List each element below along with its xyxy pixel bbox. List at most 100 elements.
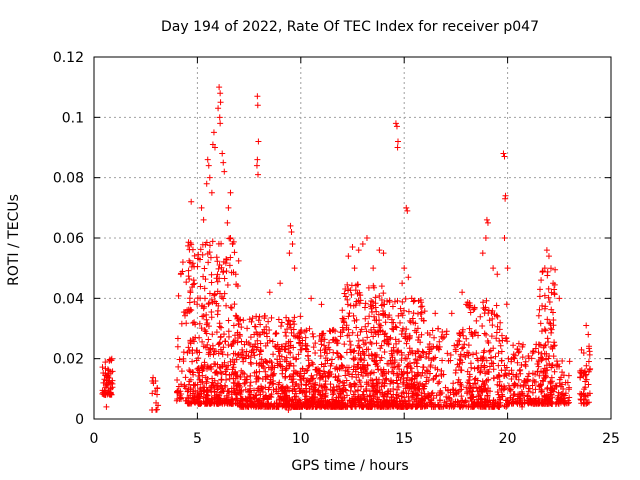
data-point — [186, 257, 193, 264]
data-point — [541, 305, 548, 312]
data-point — [395, 312, 402, 319]
data-point — [211, 144, 218, 151]
data-point — [471, 365, 478, 372]
data-point — [482, 370, 489, 377]
data-point — [215, 350, 222, 357]
data-point — [363, 328, 370, 335]
data-point — [363, 346, 370, 353]
data-point — [339, 363, 346, 370]
data-point — [232, 368, 239, 375]
data-point — [204, 250, 211, 257]
data-point — [334, 350, 341, 357]
data-point — [357, 365, 364, 372]
data-point — [191, 338, 198, 345]
data-point — [404, 374, 411, 381]
data-point — [175, 389, 182, 396]
data-point — [444, 350, 451, 357]
data-point — [461, 399, 468, 406]
data-point — [415, 348, 422, 355]
data-point — [476, 384, 483, 391]
data-point — [207, 254, 214, 261]
data-point — [348, 291, 355, 298]
data-point — [189, 346, 196, 353]
data-point — [197, 379, 204, 386]
data-point — [253, 313, 260, 320]
data-point — [388, 350, 395, 357]
data-point — [343, 349, 350, 356]
data-point — [493, 403, 500, 410]
data-point — [232, 312, 239, 319]
data-point — [540, 368, 547, 375]
data-point — [275, 316, 282, 323]
data-point — [518, 361, 525, 368]
data-point — [213, 369, 220, 376]
data-point — [371, 284, 378, 291]
data-point — [201, 387, 208, 394]
data-point — [217, 334, 224, 341]
data-point — [208, 314, 215, 321]
data-point — [465, 342, 472, 349]
data-point — [251, 352, 258, 359]
data-point — [365, 284, 372, 291]
data-point — [182, 374, 189, 381]
data-point — [203, 316, 210, 323]
data-point — [218, 399, 225, 406]
data-point — [520, 392, 527, 399]
data-point — [217, 99, 224, 106]
data-point — [268, 314, 275, 321]
data-point — [508, 356, 515, 363]
data-point — [366, 400, 373, 407]
data-point — [178, 368, 185, 375]
data-point — [362, 323, 369, 330]
data-point — [252, 323, 259, 330]
data-point — [559, 391, 566, 398]
data-point — [340, 318, 347, 325]
data-point — [508, 367, 515, 374]
data-point — [301, 370, 308, 377]
data-point — [502, 195, 509, 202]
data-point — [102, 384, 109, 391]
data-point — [196, 334, 203, 341]
data-point — [175, 292, 182, 299]
data-point — [396, 398, 403, 405]
data-point — [515, 349, 522, 356]
data-point — [375, 366, 382, 373]
data-point — [460, 344, 467, 351]
data-point — [439, 335, 446, 342]
data-point — [390, 364, 397, 371]
data-point — [466, 325, 473, 332]
data-point — [282, 329, 289, 336]
data-point — [524, 376, 531, 383]
data-point — [289, 383, 296, 390]
data-point — [333, 364, 340, 371]
data-point — [417, 399, 424, 406]
data-point — [387, 380, 394, 387]
data-point — [477, 368, 484, 375]
data-point — [586, 351, 593, 358]
data-point — [550, 322, 557, 329]
data-point — [547, 380, 554, 387]
data-point — [400, 368, 407, 375]
data-point — [433, 372, 440, 379]
data-point — [318, 301, 325, 308]
data-point — [342, 293, 349, 300]
data-point — [206, 242, 213, 249]
data-point — [214, 271, 221, 278]
data-point — [507, 394, 514, 401]
data-point — [550, 316, 557, 323]
data-point — [197, 283, 204, 290]
data-point — [397, 319, 404, 326]
data-point — [360, 391, 367, 398]
data-point — [543, 362, 550, 369]
data-point — [301, 328, 308, 335]
data-point — [417, 339, 424, 346]
data-point — [539, 377, 546, 384]
x-tick-label: 0 — [90, 431, 99, 447]
data-point — [227, 254, 234, 261]
data-point — [428, 403, 435, 410]
data-point — [304, 403, 311, 410]
data-point — [339, 362, 346, 369]
data-point — [498, 332, 505, 339]
data-point — [237, 333, 244, 340]
data-point — [187, 337, 194, 344]
